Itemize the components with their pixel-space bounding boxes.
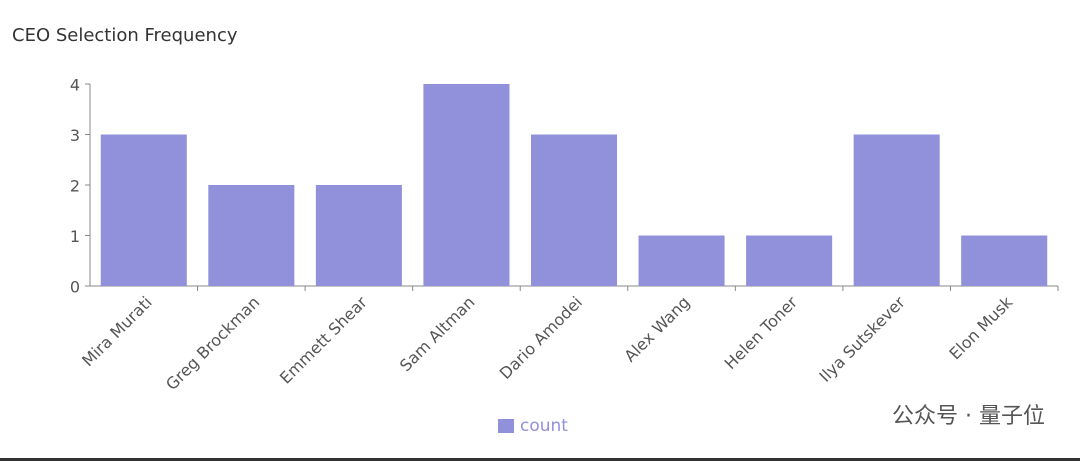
y-tick-label: 3	[70, 126, 80, 145]
bar	[315, 185, 402, 286]
bar	[853, 134, 940, 286]
bar	[638, 235, 725, 286]
legend-swatch	[498, 419, 514, 433]
bar	[423, 84, 510, 286]
y-tick-label: 4	[70, 76, 80, 95]
x-tick-label: Ilya Sutskever	[815, 292, 909, 386]
bar	[961, 235, 1048, 286]
x-tick-label: Alex Wang	[620, 293, 693, 366]
bar	[530, 134, 618, 286]
x-tick-label: Greg Brockman	[162, 293, 263, 394]
x-tick-label: Elon Musk	[945, 292, 1016, 363]
y-tick-label: 1	[70, 227, 80, 246]
watermark: 公众号 · 量子位	[892, 404, 1045, 429]
x-tick-label: Emmett Shear	[276, 292, 371, 387]
x-tick-label: Dario Amodei	[496, 293, 586, 383]
legend-label: count	[520, 416, 568, 436]
bar	[100, 134, 187, 286]
x-tick-label: Mira Murati	[78, 293, 156, 371]
chart-title: CEO Selection Frequency	[12, 25, 238, 46]
bar	[746, 235, 833, 286]
x-tick-label: Sam Altman	[396, 293, 479, 376]
y-tick-label: 2	[70, 177, 80, 196]
bar	[208, 185, 295, 286]
y-tick-label: 0	[70, 278, 80, 297]
x-tick-label: Helen Toner	[721, 292, 802, 373]
